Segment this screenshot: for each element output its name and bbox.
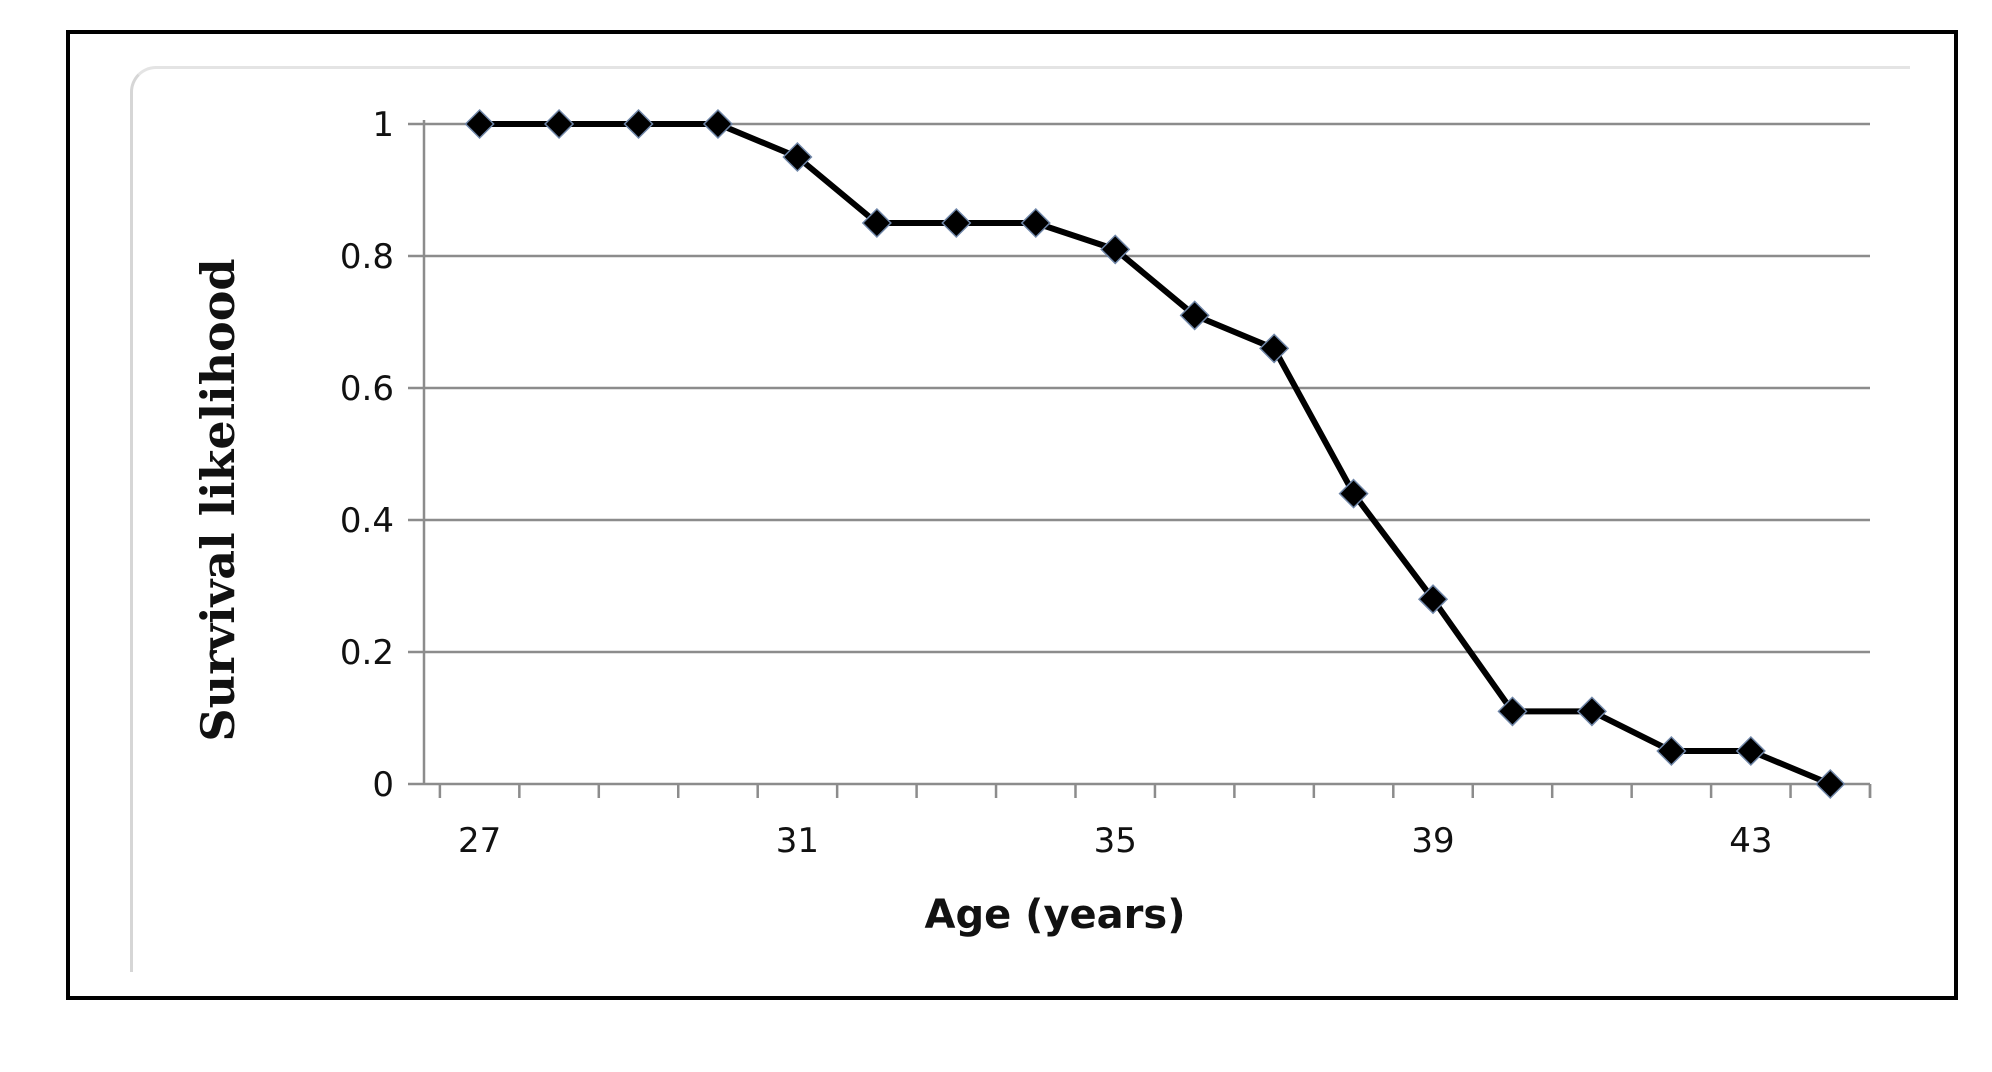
- data-point: [1020, 207, 1051, 239]
- data-point: [1338, 478, 1369, 509]
- x-tick-label: 39: [1411, 821, 1454, 861]
- data-point: [861, 207, 892, 239]
- data-point: [544, 108, 575, 140]
- data-point: [464, 108, 495, 140]
- series-line: [479, 121, 1832, 787]
- data-point: [1815, 768, 1846, 800]
- axes: [422, 120, 1872, 798]
- y-tick-labels: 0 0.2 0.4 0.6 0.8 1: [340, 105, 394, 805]
- x-tick-label: 27: [458, 821, 501, 861]
- data-point: [1179, 300, 1210, 331]
- x-tick-label: 31: [776, 821, 819, 861]
- data-point: [623, 108, 654, 140]
- data-point: [1259, 333, 1290, 364]
- data-point: [782, 141, 813, 173]
- x-axis-title: Age (years): [925, 892, 1186, 938]
- data-point: [1497, 696, 1528, 727]
- data-point: [1100, 234, 1131, 265]
- data-point: [1576, 696, 1607, 727]
- y-tick-label: 0.4: [340, 501, 394, 541]
- x-tick-labels: 27 31 35 39 43: [458, 821, 1772, 861]
- data-point: [1656, 735, 1687, 767]
- y-tick-label: 0: [372, 765, 394, 805]
- data-point: [1417, 584, 1449, 615]
- x-tick-label: 43: [1729, 821, 1772, 861]
- gridlines: [408, 122, 1870, 786]
- data-point: [1735, 735, 1766, 767]
- y-axis-title: Survival likelihood: [191, 258, 245, 741]
- y-tick-label: 0.8: [340, 237, 394, 277]
- y-tick-label: 1: [372, 105, 394, 145]
- data-point: [702, 108, 734, 140]
- data-point: [941, 207, 972, 239]
- x-tick-label: 35: [1094, 821, 1137, 861]
- y-tick-label: 0.2: [340, 633, 394, 673]
- y-tick-label: 0.6: [340, 369, 394, 409]
- series-group: [464, 108, 1846, 800]
